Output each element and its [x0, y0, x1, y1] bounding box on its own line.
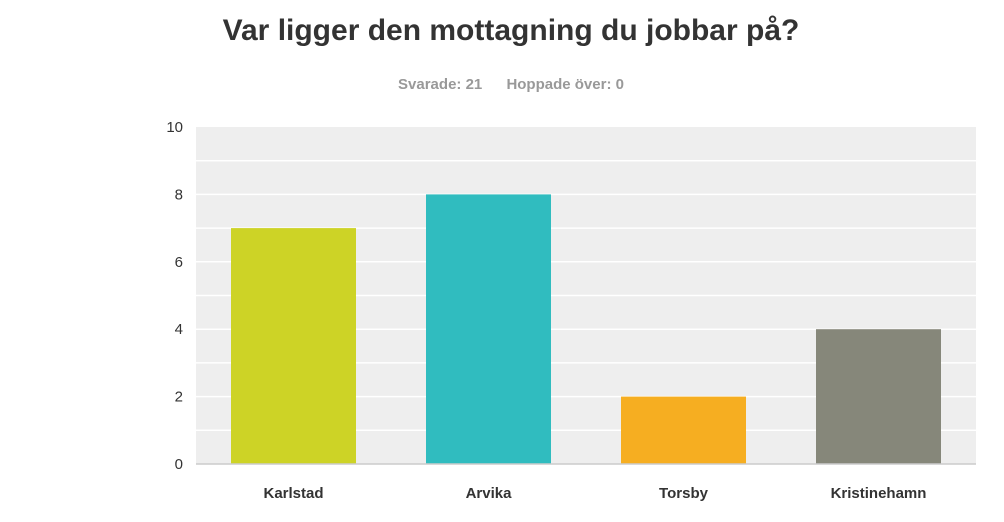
answered-count: Svarade: 21: [398, 76, 483, 93]
y-tick-label: 6: [175, 254, 183, 271]
x-tick-label: Karlstad: [263, 485, 323, 502]
bar-arvika[interactable]: [426, 194, 551, 464]
y-axis-ticks: 0 2 4 6 8 10: [166, 119, 183, 473]
y-tick-label: 10: [166, 119, 183, 136]
x-tick-label: Arvika: [466, 485, 513, 502]
x-axis-labels: Karlstad Arvika Torsby Kristinehamn: [263, 485, 926, 502]
bar-torsby[interactable]: [621, 396, 746, 464]
x-tick-label: Torsby: [659, 485, 709, 502]
skipped-count: Hoppade över: 0: [506, 76, 624, 93]
y-tick-label: 2: [175, 389, 183, 406]
y-tick-label: 4: [175, 321, 183, 338]
y-tick-label: 0: [175, 456, 183, 473]
response-stats: Svarade: 21 Hoppade över: 0: [0, 76, 1004, 93]
bar-karlstad[interactable]: [231, 228, 356, 464]
bar-kristinehamn[interactable]: [816, 329, 941, 464]
bars: [231, 194, 941, 464]
y-tick-label: 8: [175, 186, 183, 203]
x-tick-label: Kristinehamn: [831, 485, 927, 502]
chart-title: Var ligger den mottagning du jobbar på?: [222, 14, 800, 47]
